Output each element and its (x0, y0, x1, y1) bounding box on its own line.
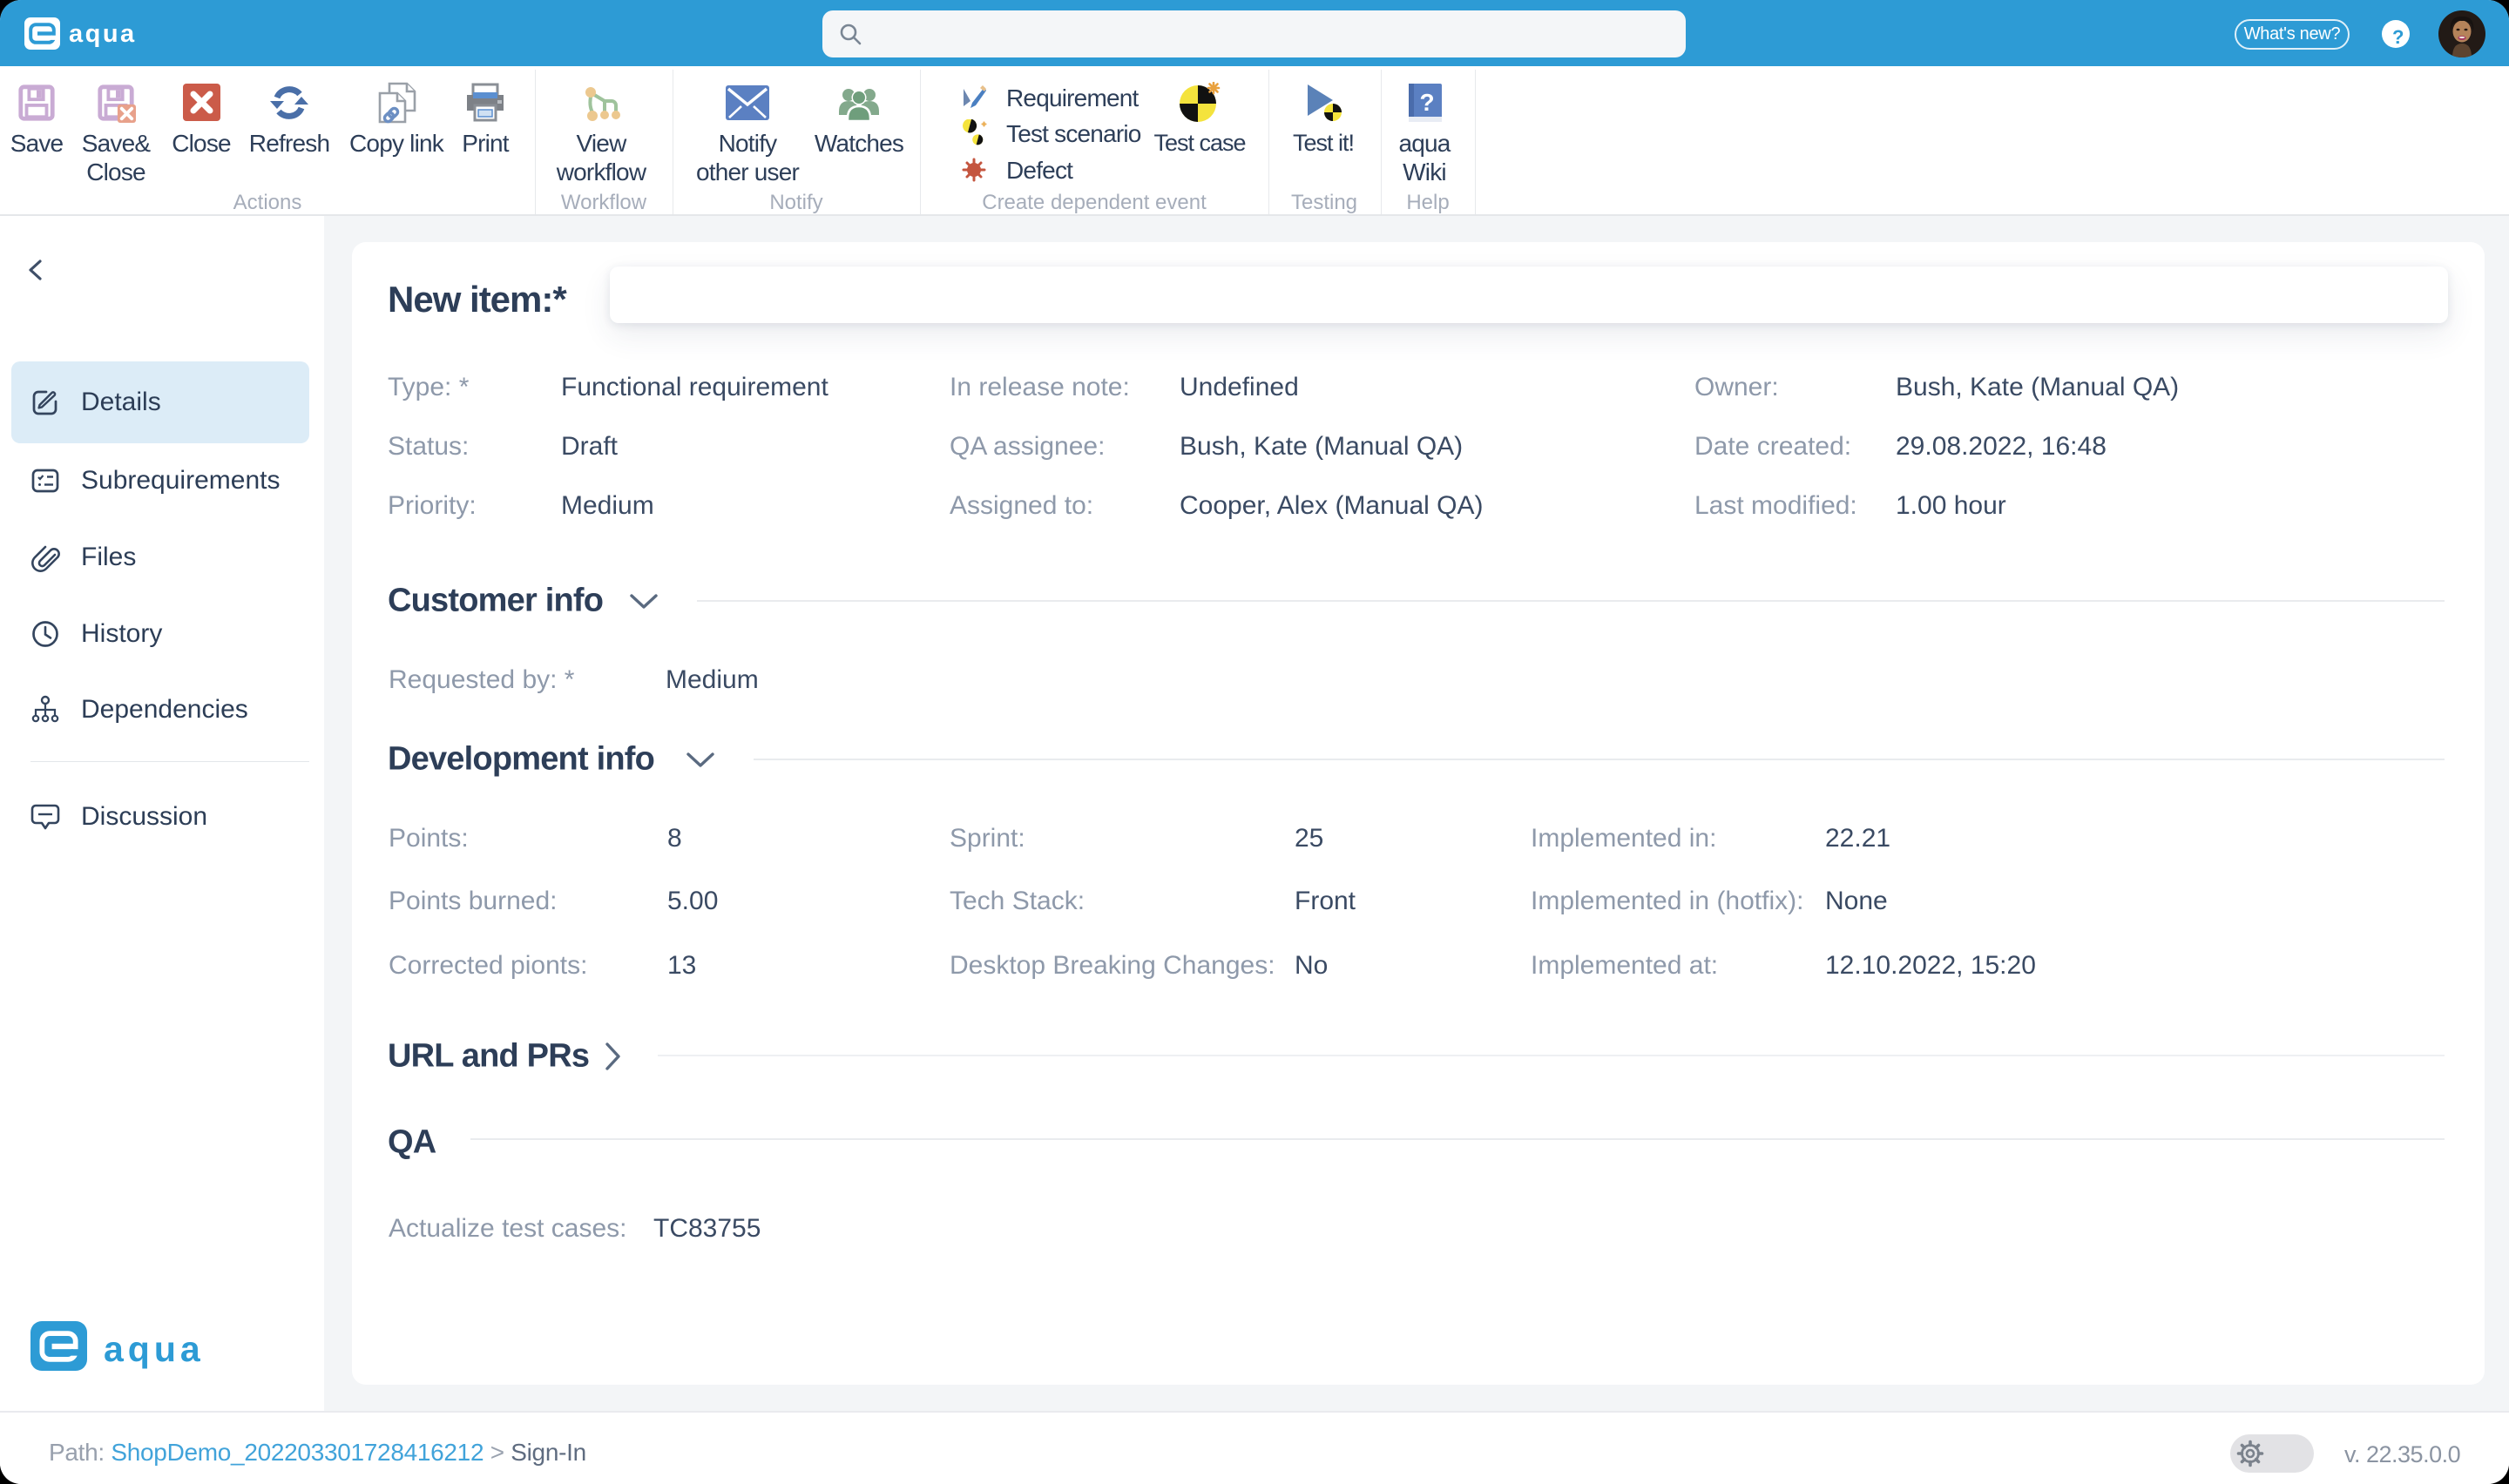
svg-text:?: ? (1419, 89, 1434, 116)
